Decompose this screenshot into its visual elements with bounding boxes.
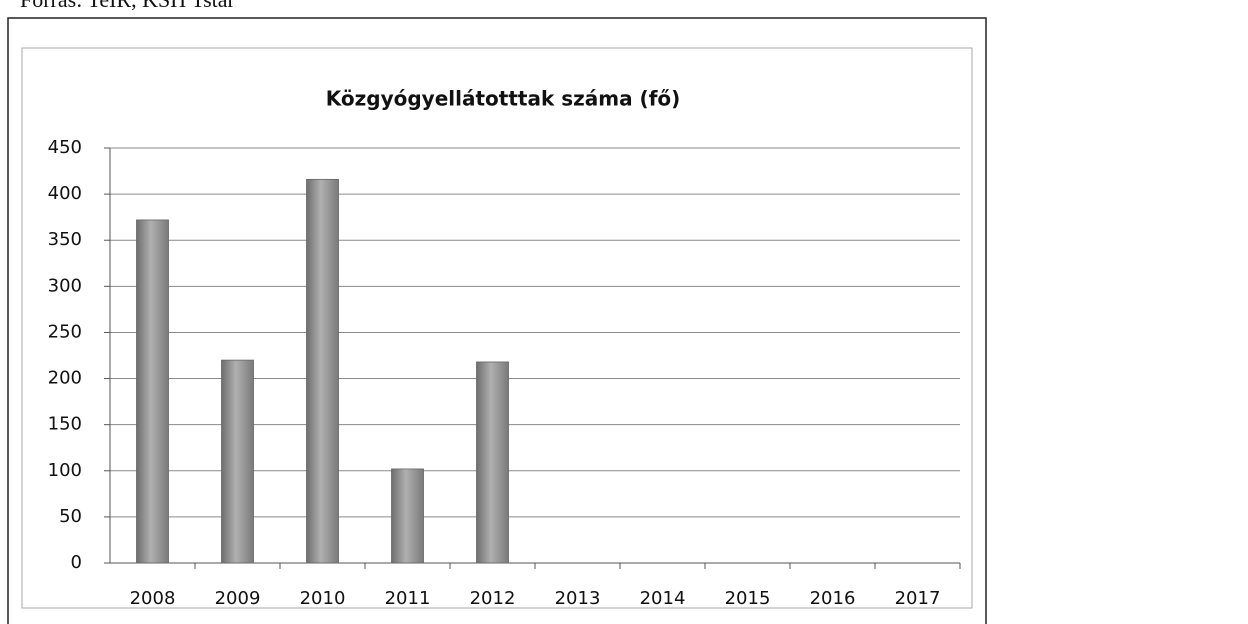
y-tick-label: 300: [48, 275, 82, 296]
y-tick-label: 350: [48, 229, 82, 250]
bar: [391, 468, 424, 564]
x-tick-label: 2017: [895, 588, 941, 609]
source-note: Forrás: TeIR, KSH Tstar: [20, 0, 236, 12]
y-tick-label: 50: [59, 506, 82, 527]
y-tick-label: 250: [48, 321, 82, 342]
y-tick-label: 450: [48, 137, 82, 158]
x-tick-label: 2013: [555, 588, 601, 609]
y-tick-label: 100: [48, 460, 82, 481]
y-tick-label: 150: [48, 414, 82, 435]
y-tick-label: 200: [48, 368, 82, 389]
chart-title: Közgyógyellátotttak száma (fő): [326, 87, 681, 111]
bar: [476, 361, 509, 564]
x-tick-label: 2014: [640, 588, 686, 609]
bar: [136, 219, 169, 564]
chart-frame: [21, 47, 973, 609]
bar: [221, 359, 254, 564]
bar: [306, 178, 339, 564]
x-tick-label: 2009: [215, 588, 261, 609]
x-tick-label: 2008: [130, 588, 176, 609]
x-tick-label: 2011: [385, 588, 431, 609]
x-tick-label: 2016: [810, 588, 856, 609]
y-tick-label: 400: [48, 183, 82, 204]
outer-frame: [7, 17, 987, 624]
x-tick-label: 2012: [470, 588, 516, 609]
y-tick-label: 0: [71, 552, 82, 573]
x-tick-label: 2015: [725, 588, 771, 609]
x-tick-label: 2010: [300, 588, 346, 609]
